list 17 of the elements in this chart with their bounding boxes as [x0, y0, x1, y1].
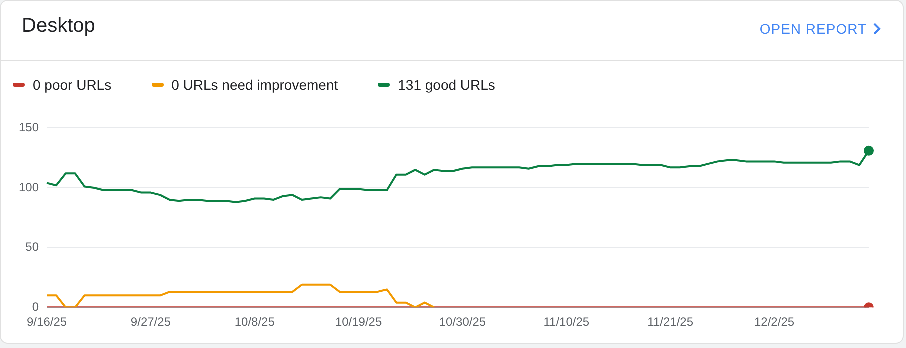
text: OPEN REPORT: [760, 21, 867, 37]
x-tick-label: 10/8/25: [234, 315, 276, 330]
y-tick-label: 0: [32, 300, 40, 314]
x-tick-label: 11/10/25: [544, 315, 590, 330]
x-tick-label: 10/19/25: [335, 315, 382, 330]
x-tick-label: 10/30/25: [439, 315, 486, 330]
y-tick-label: 100: [18, 180, 40, 194]
x-tick-label: 12/2/25: [754, 315, 795, 330]
x-tick-label: 9/16/25: [27, 315, 68, 330]
y-tick-label: 50: [26, 240, 40, 254]
legend-label: 131 good URLs: [398, 77, 496, 93]
x-tick-label: 9/27/25: [130, 315, 172, 330]
x-tick-label: 11/21/25: [648, 315, 694, 330]
chart-title: Desktop: [22, 15, 96, 38]
legend-label: 0 URLs need improvement: [172, 77, 338, 93]
legend-label: 0 poor URLs: [33, 77, 112, 93]
y-tick-label: 150: [18, 120, 40, 135]
